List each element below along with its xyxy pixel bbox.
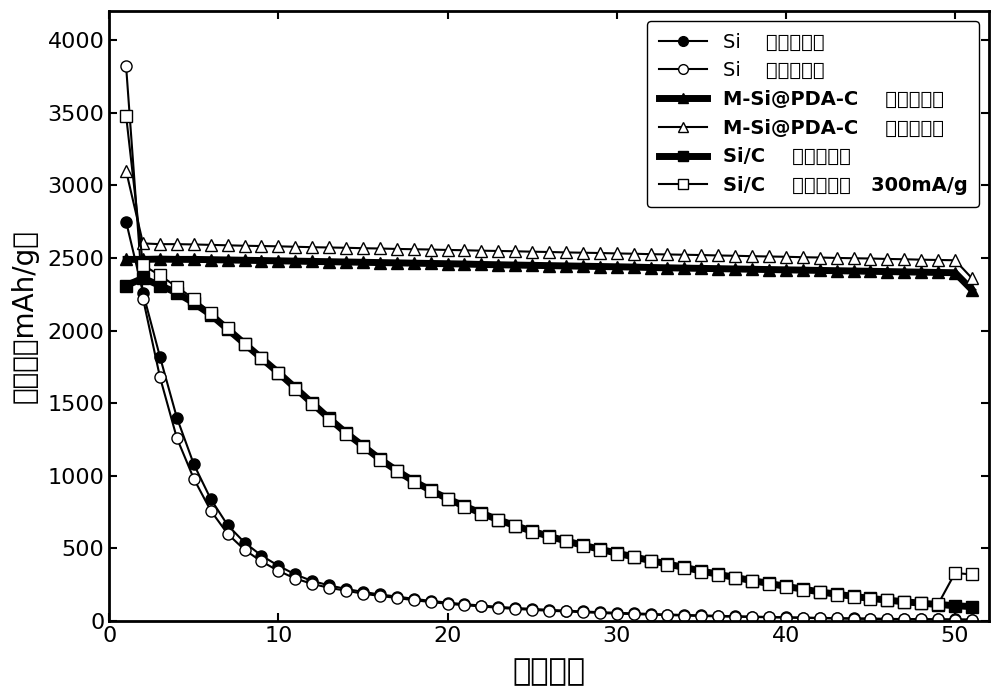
Legend: Si    充电比容量, Si    放电比容量, M-Si@PDA-C    充电比容量, M-Si@PDA-C    放电比容量, Si/C    充电比容: Si 充电比容量, Si 放电比容量, M-Si@PDA-C 充电比容量, M-… [647,21,979,207]
X-axis label: 循环次数: 循环次数 [513,657,586,686]
Y-axis label: 比容量（mAh/g）: 比容量（mAh/g） [11,229,39,403]
